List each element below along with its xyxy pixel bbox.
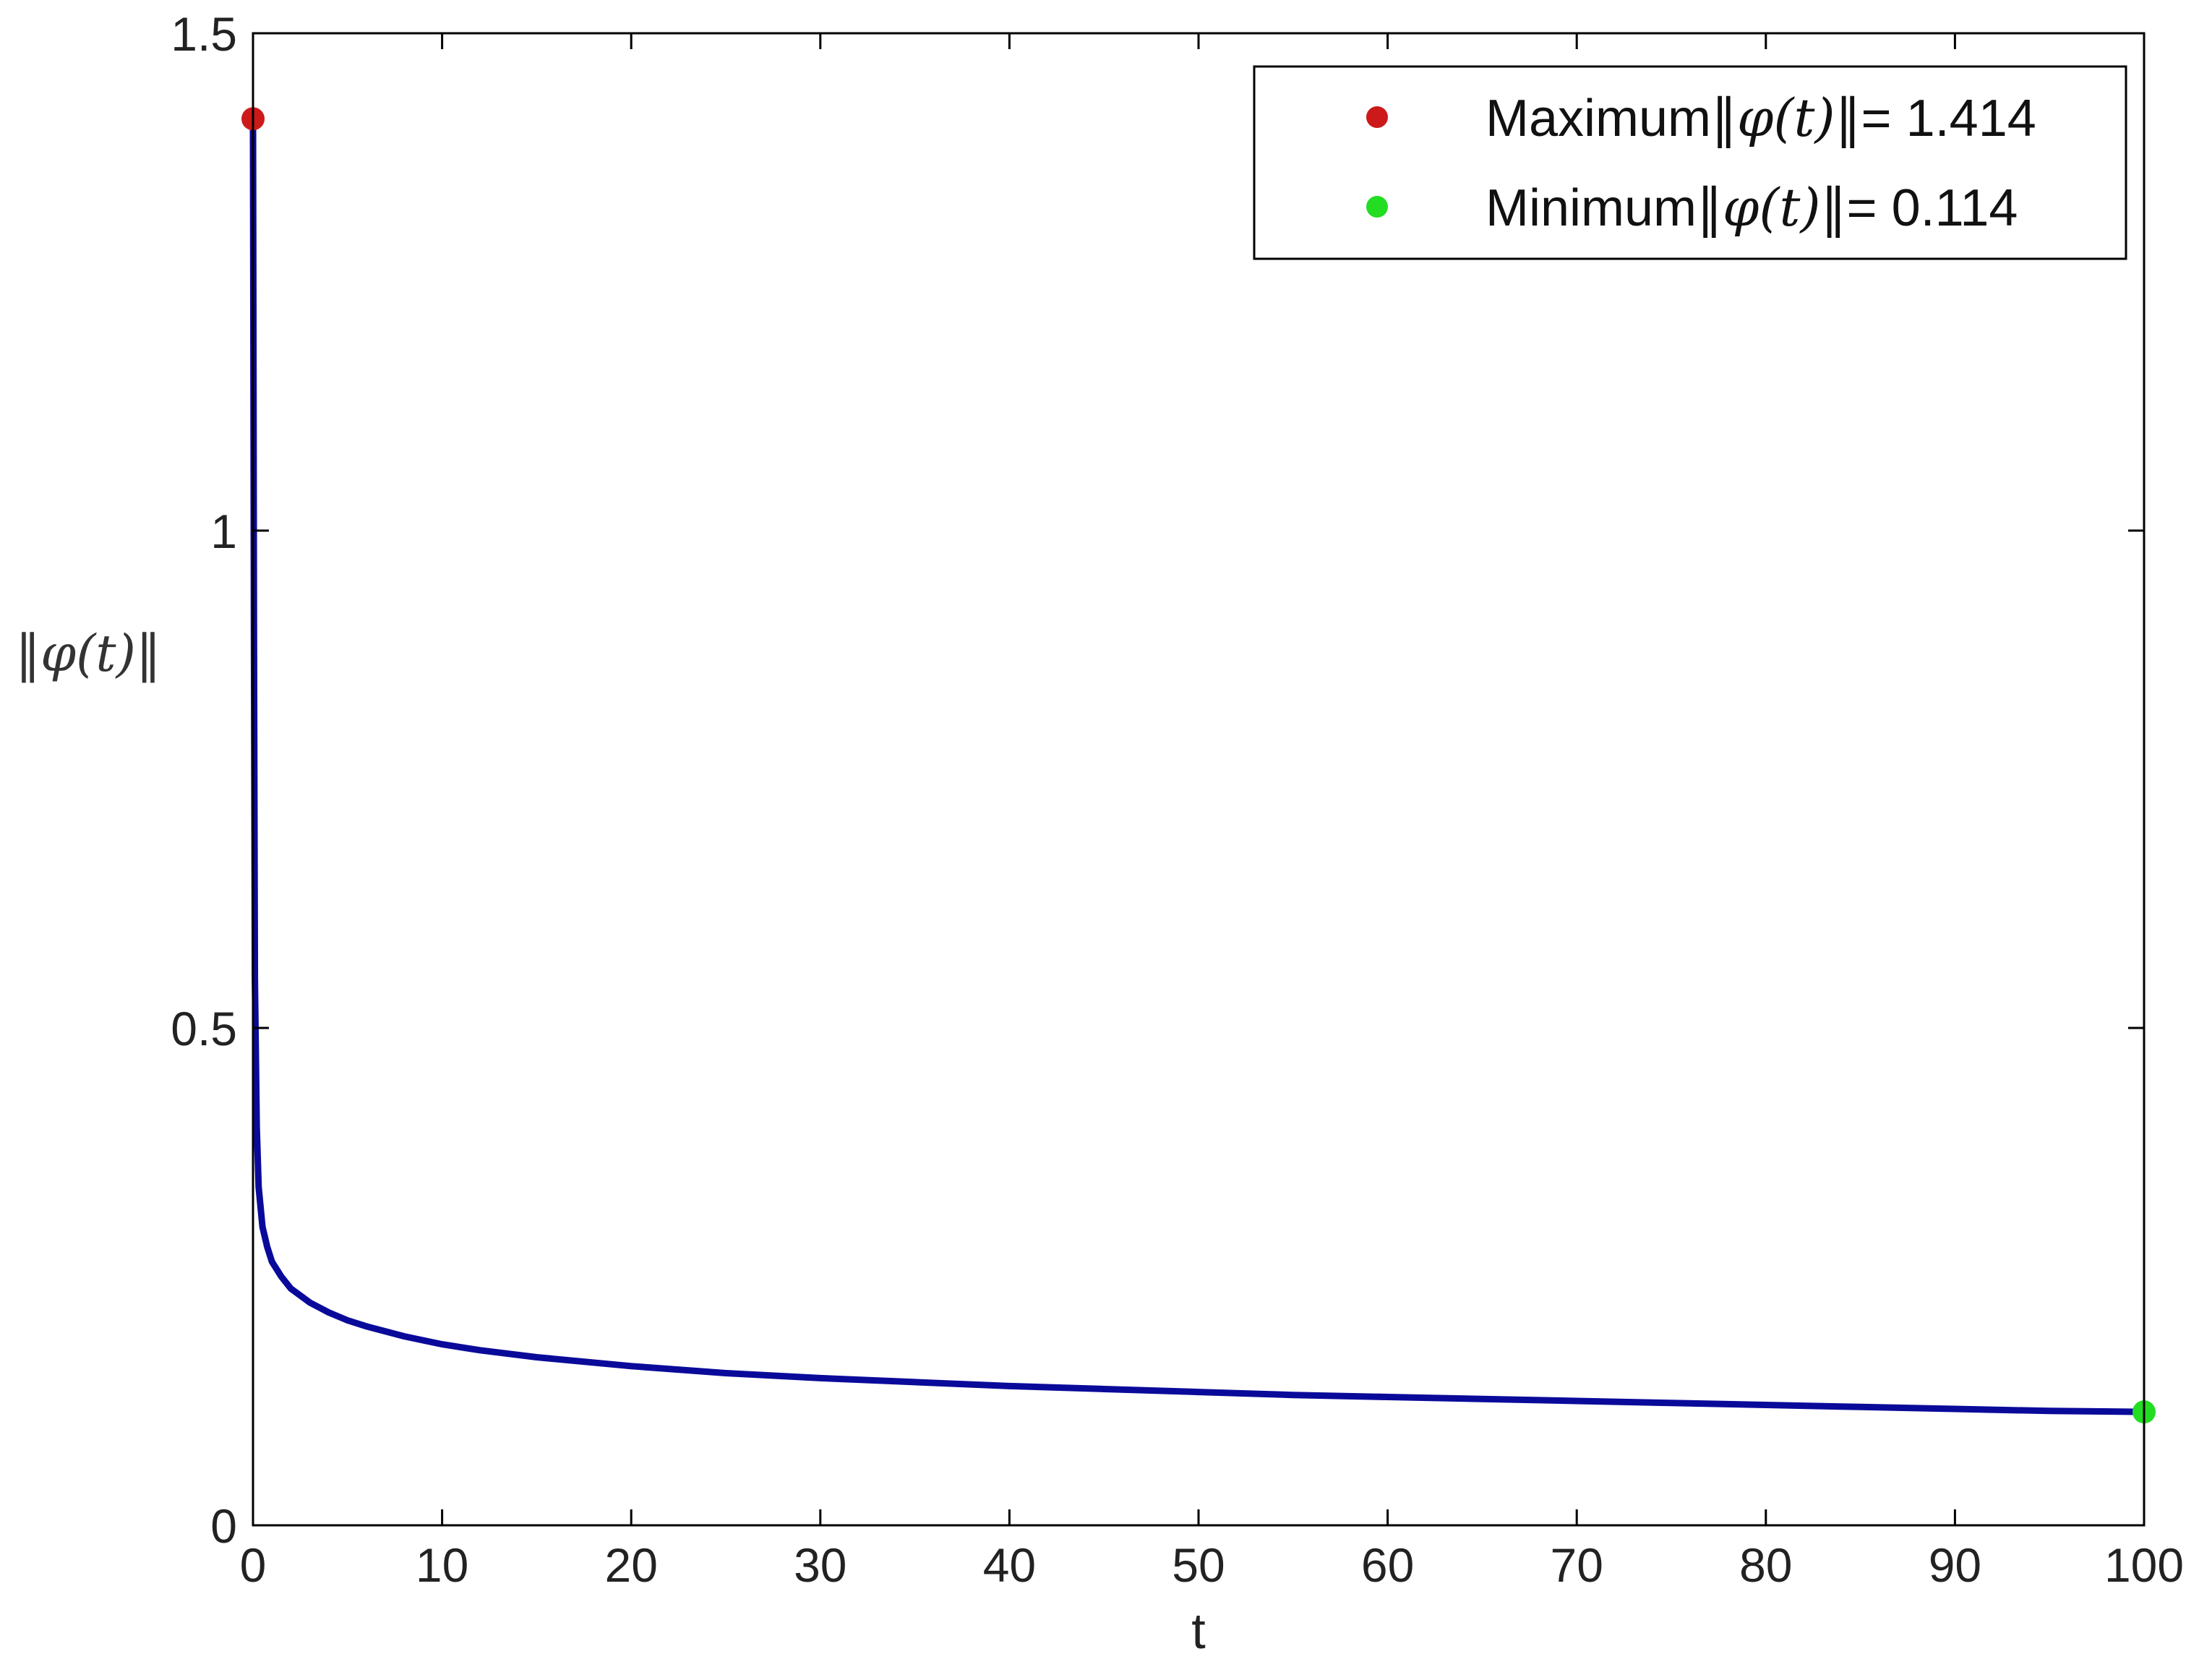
legend-entry-math: ‖φ(t)‖: [1697, 177, 1847, 238]
legend-entry-math: ‖φ(t)‖: [1711, 87, 1861, 148]
y-tick-label: 1.5: [171, 7, 237, 61]
legend-box: [1253, 65, 2127, 260]
legend-entry-label: Minimum‖φ(t)‖= 0.114: [1486, 177, 2018, 238]
x-tick-label: 90: [1929, 1538, 1981, 1592]
axes-frame: [252, 32, 2146, 1527]
x-tick-label: 80: [1739, 1538, 1792, 1592]
y-tick-label: 0: [210, 1499, 237, 1553]
x-tick-label: 100: [2104, 1538, 2184, 1592]
x-tick-label: 40: [983, 1538, 1036, 1592]
legend-marker: [1366, 106, 1388, 128]
legend-marker: [1366, 196, 1388, 218]
x-tick-label: 70: [1550, 1538, 1603, 1592]
x-tick-label: 20: [604, 1538, 657, 1592]
legend-entry-value: = 0.114: [1847, 179, 2018, 237]
legend-entry-prefix: Maximum: [1486, 90, 1711, 147]
axis-ticks: 0 10 20 30 40 50 60 70 80 90 100 0 0.5 1 1.5: [171, 7, 2184, 1592]
series-line: [249, 115, 2148, 1415]
x-tick-label: 0: [240, 1538, 267, 1592]
legend-entry-prefix: Minimum: [1486, 179, 1697, 237]
x-axis-label: t: [1191, 1603, 1205, 1659]
y-tick-label: 0.5: [171, 1002, 237, 1055]
legend-entry-label: Maximum‖φ(t)‖= 1.414: [1486, 87, 2036, 148]
y-axis-label: ‖φ(t)‖: [15, 624, 161, 683]
legend-entry-value: = 1.414: [1861, 90, 2036, 147]
y-tick-label: 1: [210, 505, 237, 558]
x-tick-label: 10: [416, 1538, 468, 1592]
x-tick-label: 50: [1172, 1538, 1225, 1592]
x-tick-label: 30: [794, 1538, 846, 1592]
plot-area: [241, 107, 2156, 1424]
x-tick-label: 60: [1361, 1538, 1414, 1592]
